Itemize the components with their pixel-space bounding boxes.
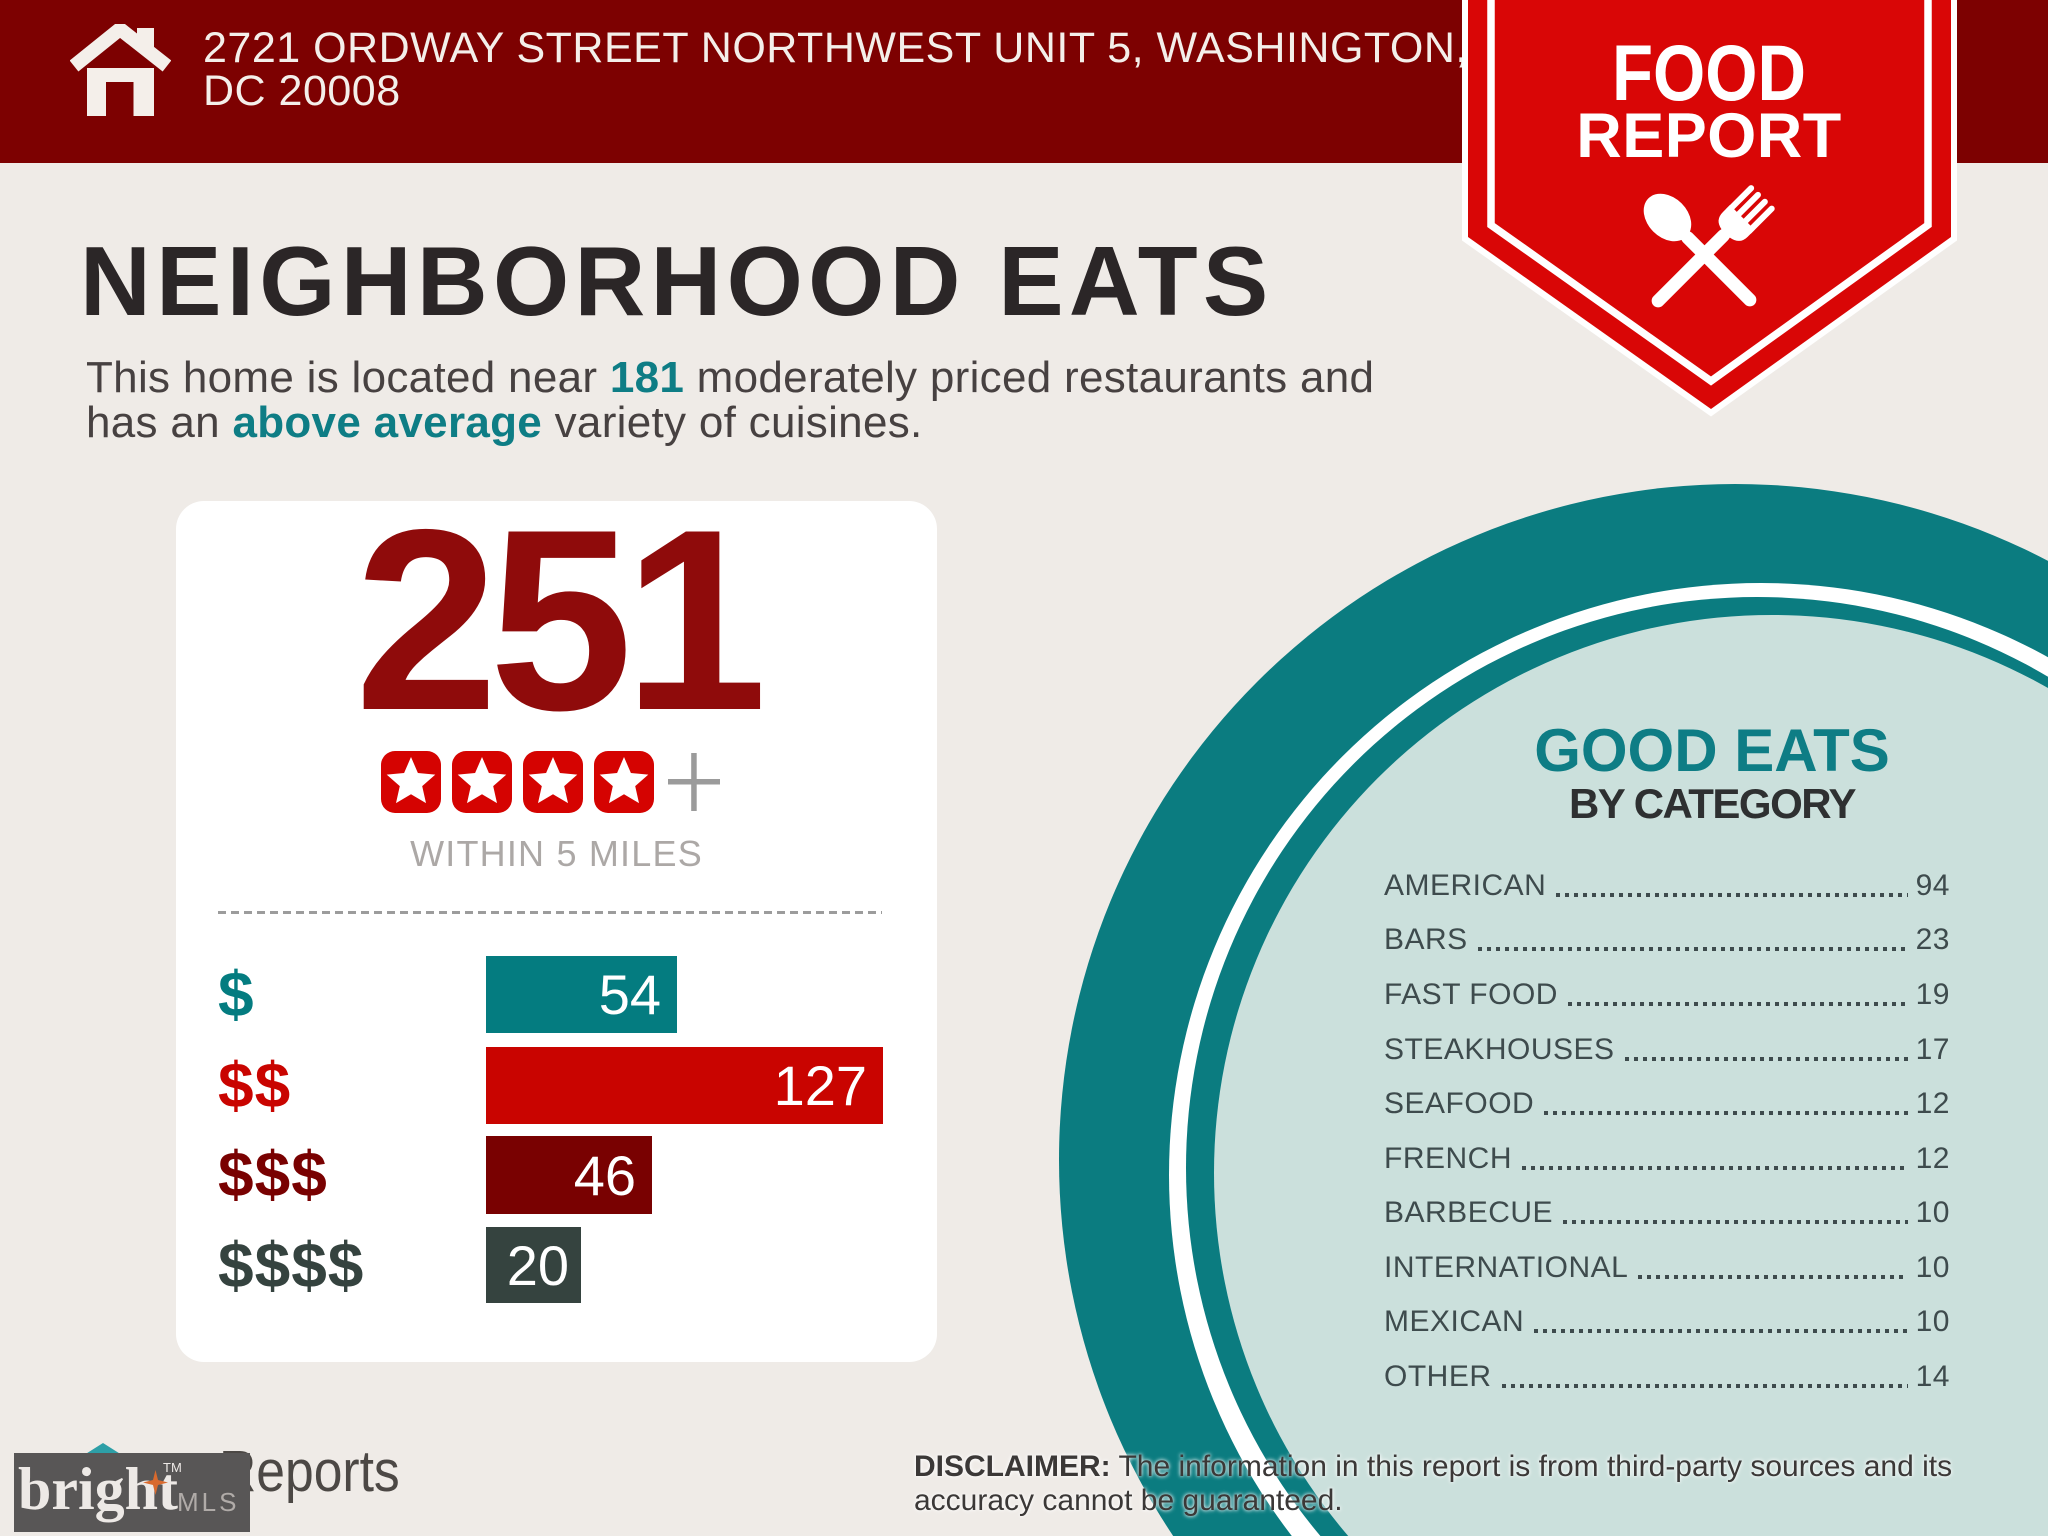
svg-text:FOOD: FOOD — [1612, 29, 1806, 117]
svg-text:REPORT: REPORT — [1576, 101, 1842, 171]
